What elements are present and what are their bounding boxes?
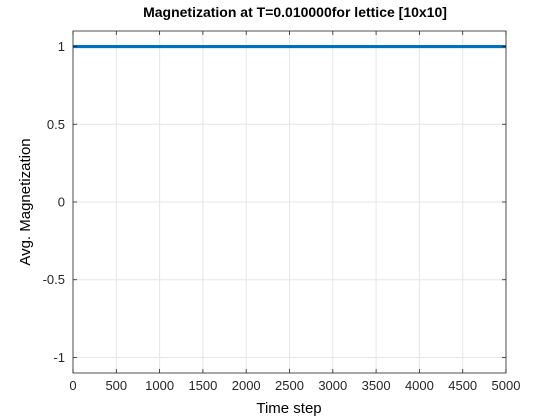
x-tick-label: 1500 xyxy=(188,378,217,393)
x-tick-label: 4500 xyxy=(448,378,477,393)
x-axis-label: Time step xyxy=(256,400,321,417)
y-tick-label: 0 xyxy=(58,195,65,210)
y-tick-label: -1 xyxy=(53,350,65,365)
ticks: 0 500 1000 1500 2000 2500 3000 3500 4000 4500 5000… xyxy=(43,31,521,393)
y-tick-label: 1 xyxy=(58,39,65,54)
x-tick-label: 2500 xyxy=(275,378,304,393)
chart-title: Magnetization at T=0.010000for lettice [… xyxy=(143,4,447,20)
x-tick-label: 5000 xyxy=(492,378,521,393)
y-tick-label: 0.5 xyxy=(47,117,65,132)
x-tick-label: 4000 xyxy=(405,378,434,393)
x-tick-label: 3500 xyxy=(362,378,391,393)
x-tick-label: 500 xyxy=(105,378,127,393)
x-tick-label: 0 xyxy=(69,378,76,393)
x-tick-label: 1000 xyxy=(145,378,174,393)
x-tick-label: 3000 xyxy=(318,378,347,393)
y-axis-label: Avg. Magnetization xyxy=(17,138,34,265)
x-tick-label: 2000 xyxy=(232,378,261,393)
y-tick-label: -0.5 xyxy=(43,272,65,287)
